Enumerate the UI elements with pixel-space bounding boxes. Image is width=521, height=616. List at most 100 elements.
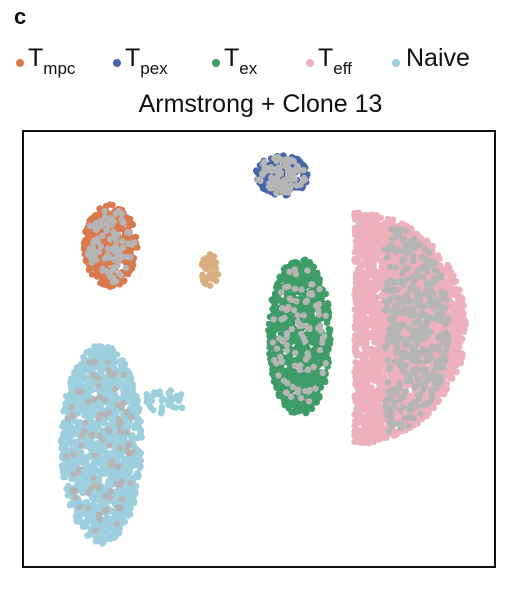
- cell-point-t-eff: [453, 368, 460, 376]
- cell-point-naive: [71, 427, 78, 434]
- cell-point-t-eff: [374, 371, 381, 378]
- cell-point-t-eff: [364, 377, 371, 384]
- cell-point-t-eff: [355, 275, 362, 282]
- cell-point-naive: [80, 405, 87, 412]
- cell-point-t-eff: [352, 325, 359, 332]
- cell-point-naive: [85, 348, 92, 355]
- cell-point-t-eff: [359, 351, 366, 358]
- cell-point-naive: [105, 451, 112, 458]
- legend-label-naive: Naive: [406, 44, 470, 72]
- cell-point-naive: [95, 343, 103, 350]
- cell-point-t-eff: [398, 315, 406, 322]
- cell-point-t-eff: [423, 412, 430, 420]
- cell-point-t-eff: [370, 279, 377, 286]
- cell-point-t-eff: [357, 309, 364, 316]
- cell-point-t-eff: [367, 230, 375, 237]
- cell-point-naive: [97, 471, 104, 478]
- cell-point-t-eff: [457, 359, 465, 367]
- cell-point-t-eff: [452, 311, 459, 318]
- cell-point-naive: [129, 380, 136, 387]
- cell-point-t-eff: [390, 432, 398, 439]
- cell-point-naive: [137, 462, 144, 470]
- cell-point-t-eff: [374, 421, 382, 429]
- cell-point-naive: [110, 509, 117, 516]
- cell-point-naive: [112, 533, 119, 540]
- cell-point-t-ex: [315, 277, 322, 284]
- cell-point-naive: [99, 539, 107, 546]
- cell-point-t-ex: [297, 407, 304, 414]
- umap-scatter-plot: [57, 152, 469, 547]
- cell-point-t-eff: [448, 269, 455, 276]
- cell-point-t-eff: [430, 404, 438, 412]
- cell-point-t-eff: [374, 243, 382, 250]
- cell-point-t-eff: [375, 362, 382, 370]
- legend-label-eff: Teff: [318, 44, 352, 78]
- cell-point-t-eff: [376, 283, 383, 291]
- legend-label-pex: Tpex: [125, 44, 168, 78]
- legend-label-mpc: Tmpc: [28, 44, 76, 78]
- cell-point-t-eff: [370, 297, 377, 304]
- cell-point-t-eff: [450, 330, 457, 337]
- cell-point-t-ex: [266, 330, 273, 337]
- cell-point-t-ex: [272, 293, 280, 300]
- cell-point-t-eff: [404, 317, 411, 325]
- cell-point-t-ex: [310, 317, 317, 324]
- cell-point-t-ex: [280, 266, 288, 273]
- legend-dot-mpc: [16, 59, 24, 67]
- cell-point-t-eff: [439, 280, 446, 287]
- cell-point-t-eff: [370, 438, 377, 445]
- cell-point-t-ex: [289, 374, 297, 381]
- cell-point-t-ex: [314, 269, 321, 277]
- cell-point-naive: [137, 426, 145, 434]
- cell-point-t-eff: [436, 255, 443, 262]
- cell-point-naive: [95, 477, 103, 484]
- cell-point-t-eff: [368, 223, 375, 230]
- cell-point-t-eff: [360, 397, 367, 405]
- cell-point-t-eff: [353, 299, 360, 307]
- cell-point-t-eff: [354, 382, 361, 389]
- legend: Tmpc Tpex Tex Teff Naive: [16, 42, 516, 82]
- cell-point-t-eff: [361, 424, 369, 431]
- cell-point-naive: [90, 442, 97, 449]
- cell-point-naive: [109, 349, 116, 356]
- cell-point-t-eff: [363, 294, 370, 301]
- cell-point-naive: [99, 524, 107, 532]
- cell-point-t-ex: [294, 259, 301, 267]
- cell-point-naive: [126, 468, 134, 475]
- cell-point-naive: [132, 472, 139, 479]
- cell-point-naive: [62, 400, 69, 407]
- panel-letter: c: [14, 4, 27, 29]
- cell-point-naive: [64, 492, 71, 499]
- chart-title: Armstrong + Clone 13: [138, 90, 383, 118]
- cell-point-t-eff: [351, 231, 359, 239]
- cell-point-t-eff: [369, 287, 376, 294]
- cell-point-t-eff: [367, 363, 375, 370]
- cell-point-naive: [79, 521, 87, 529]
- cell-point-t-eff: [393, 254, 400, 262]
- cell-point-t-eff: [357, 360, 365, 367]
- cell-point-naive: [66, 502, 74, 509]
- cell-point-t-eff: [452, 362, 459, 369]
- cell-point-t-eff: [367, 256, 374, 263]
- cell-point-t-ex: [321, 376, 328, 383]
- cell-point-t-eff: [354, 281, 361, 289]
- cell-point-t-eff: [373, 324, 381, 331]
- cell-point-t-eff: [370, 330, 378, 337]
- cell-point-naive: [88, 378, 95, 386]
- cell-point-t-eff: [374, 387, 382, 394]
- cell-point-t-eff: [368, 394, 375, 401]
- legend-dot-ex: [212, 59, 220, 67]
- cell-point-t-eff: [425, 275, 433, 282]
- legend-label-ex: Tex: [224, 44, 258, 78]
- cell-point-t-eff: [363, 358, 370, 365]
- cell-point-t-ex: [272, 326, 279, 334]
- cell-point-t-eff: [454, 340, 461, 348]
- cell-point-naive: [103, 470, 110, 477]
- cell-point-t-ex: [277, 325, 285, 332]
- cell-point-t-eff: [366, 308, 374, 315]
- cell-point-t-eff: [370, 251, 377, 258]
- cell-point-t-ex: [288, 313, 295, 321]
- cell-point-naive: [73, 402, 81, 409]
- cell-point-t-eff: [362, 315, 369, 322]
- cell-point-t-eff: [370, 398, 378, 406]
